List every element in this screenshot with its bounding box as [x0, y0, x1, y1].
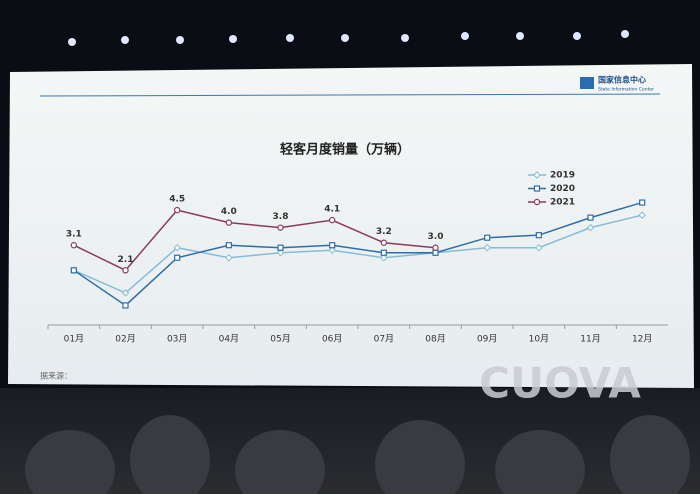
- marker: [173, 244, 181, 252]
- x-tick-label: 08月: [425, 334, 445, 345]
- marker: [121, 289, 130, 297]
- legend-label: 2019: [550, 171, 575, 181]
- x-tick-label: 03月: [167, 334, 187, 345]
- logo-english: State Information Center: [598, 87, 654, 93]
- data-label: 3.2: [376, 227, 392, 237]
- marker: [535, 244, 543, 252]
- marker: [639, 199, 646, 206]
- x-tick-label: 01月: [64, 334, 84, 345]
- data-label: 4.0: [221, 207, 237, 217]
- data-label: 3.8: [273, 212, 289, 222]
- legend-label: 2021: [550, 198, 575, 208]
- marker: [174, 254, 181, 261]
- x-tick-label: 07月: [374, 334, 394, 345]
- screen: [8, 64, 694, 388]
- data-label: 4.1: [324, 205, 340, 215]
- chart: 01月 02月 03月 04月 05月 06月 07月 08月 09月 10月 11月 12月 2019…: [47, 171, 668, 345]
- x-tick-label: 10月: [529, 334, 549, 345]
- marker: [380, 239, 388, 246]
- data-label: 4.5: [169, 195, 185, 205]
- marker: [380, 249, 387, 256]
- legend-label: 2020: [550, 184, 575, 194]
- series-line: [73, 214, 643, 294]
- x-tick-label: 11月: [580, 334, 600, 345]
- marker: [277, 224, 284, 231]
- chart-title: 轻客月度销量（万辆）: [280, 142, 410, 158]
- x-tick-label: 09月: [477, 334, 497, 345]
- marker: [225, 254, 233, 262]
- marker: [535, 232, 542, 239]
- x-tick-label: 12月: [632, 334, 652, 345]
- marker: [122, 267, 129, 274]
- source: 据来源：: [40, 371, 72, 381]
- x-tick-label: 06月: [322, 334, 342, 345]
- marker: [484, 234, 491, 241]
- marker: [329, 242, 336, 249]
- marker: [225, 219, 233, 226]
- series-line: [73, 209, 436, 272]
- marker: [276, 249, 285, 257]
- marker: [638, 211, 646, 219]
- marker: [432, 249, 439, 256]
- marker: [70, 242, 78, 249]
- ceiling-lights: [68, 30, 629, 46]
- marker: [483, 244, 491, 252]
- data-label: 3.1: [66, 230, 82, 240]
- marker: [587, 214, 594, 221]
- x-tick-label: 02月: [115, 334, 135, 345]
- stage-logo: CUOVA: [479, 359, 641, 408]
- logo-name: 国家信息中心: [598, 75, 646, 85]
- series-line: [73, 201, 643, 307]
- marker: [122, 302, 129, 309]
- marker: [225, 242, 232, 249]
- marker: [533, 185, 541, 192]
- marker: [533, 198, 541, 206]
- logo-icon: [580, 77, 594, 89]
- marker: [328, 246, 336, 254]
- marker: [328, 216, 336, 224]
- marker: [70, 267, 77, 274]
- audience: [25, 415, 690, 494]
- marker: [277, 244, 284, 251]
- x-tick-label: 04月: [219, 334, 239, 345]
- x-tick-label: 05月: [270, 334, 290, 345]
- marker: [432, 244, 439, 251]
- marker: [586, 223, 595, 232]
- marker: [173, 206, 181, 214]
- marker: [533, 171, 541, 179]
- data-label: 3.0: [428, 232, 444, 242]
- marker: [380, 254, 388, 262]
- data-label: 2.1: [118, 255, 134, 265]
- header-rule: [39, 93, 661, 97]
